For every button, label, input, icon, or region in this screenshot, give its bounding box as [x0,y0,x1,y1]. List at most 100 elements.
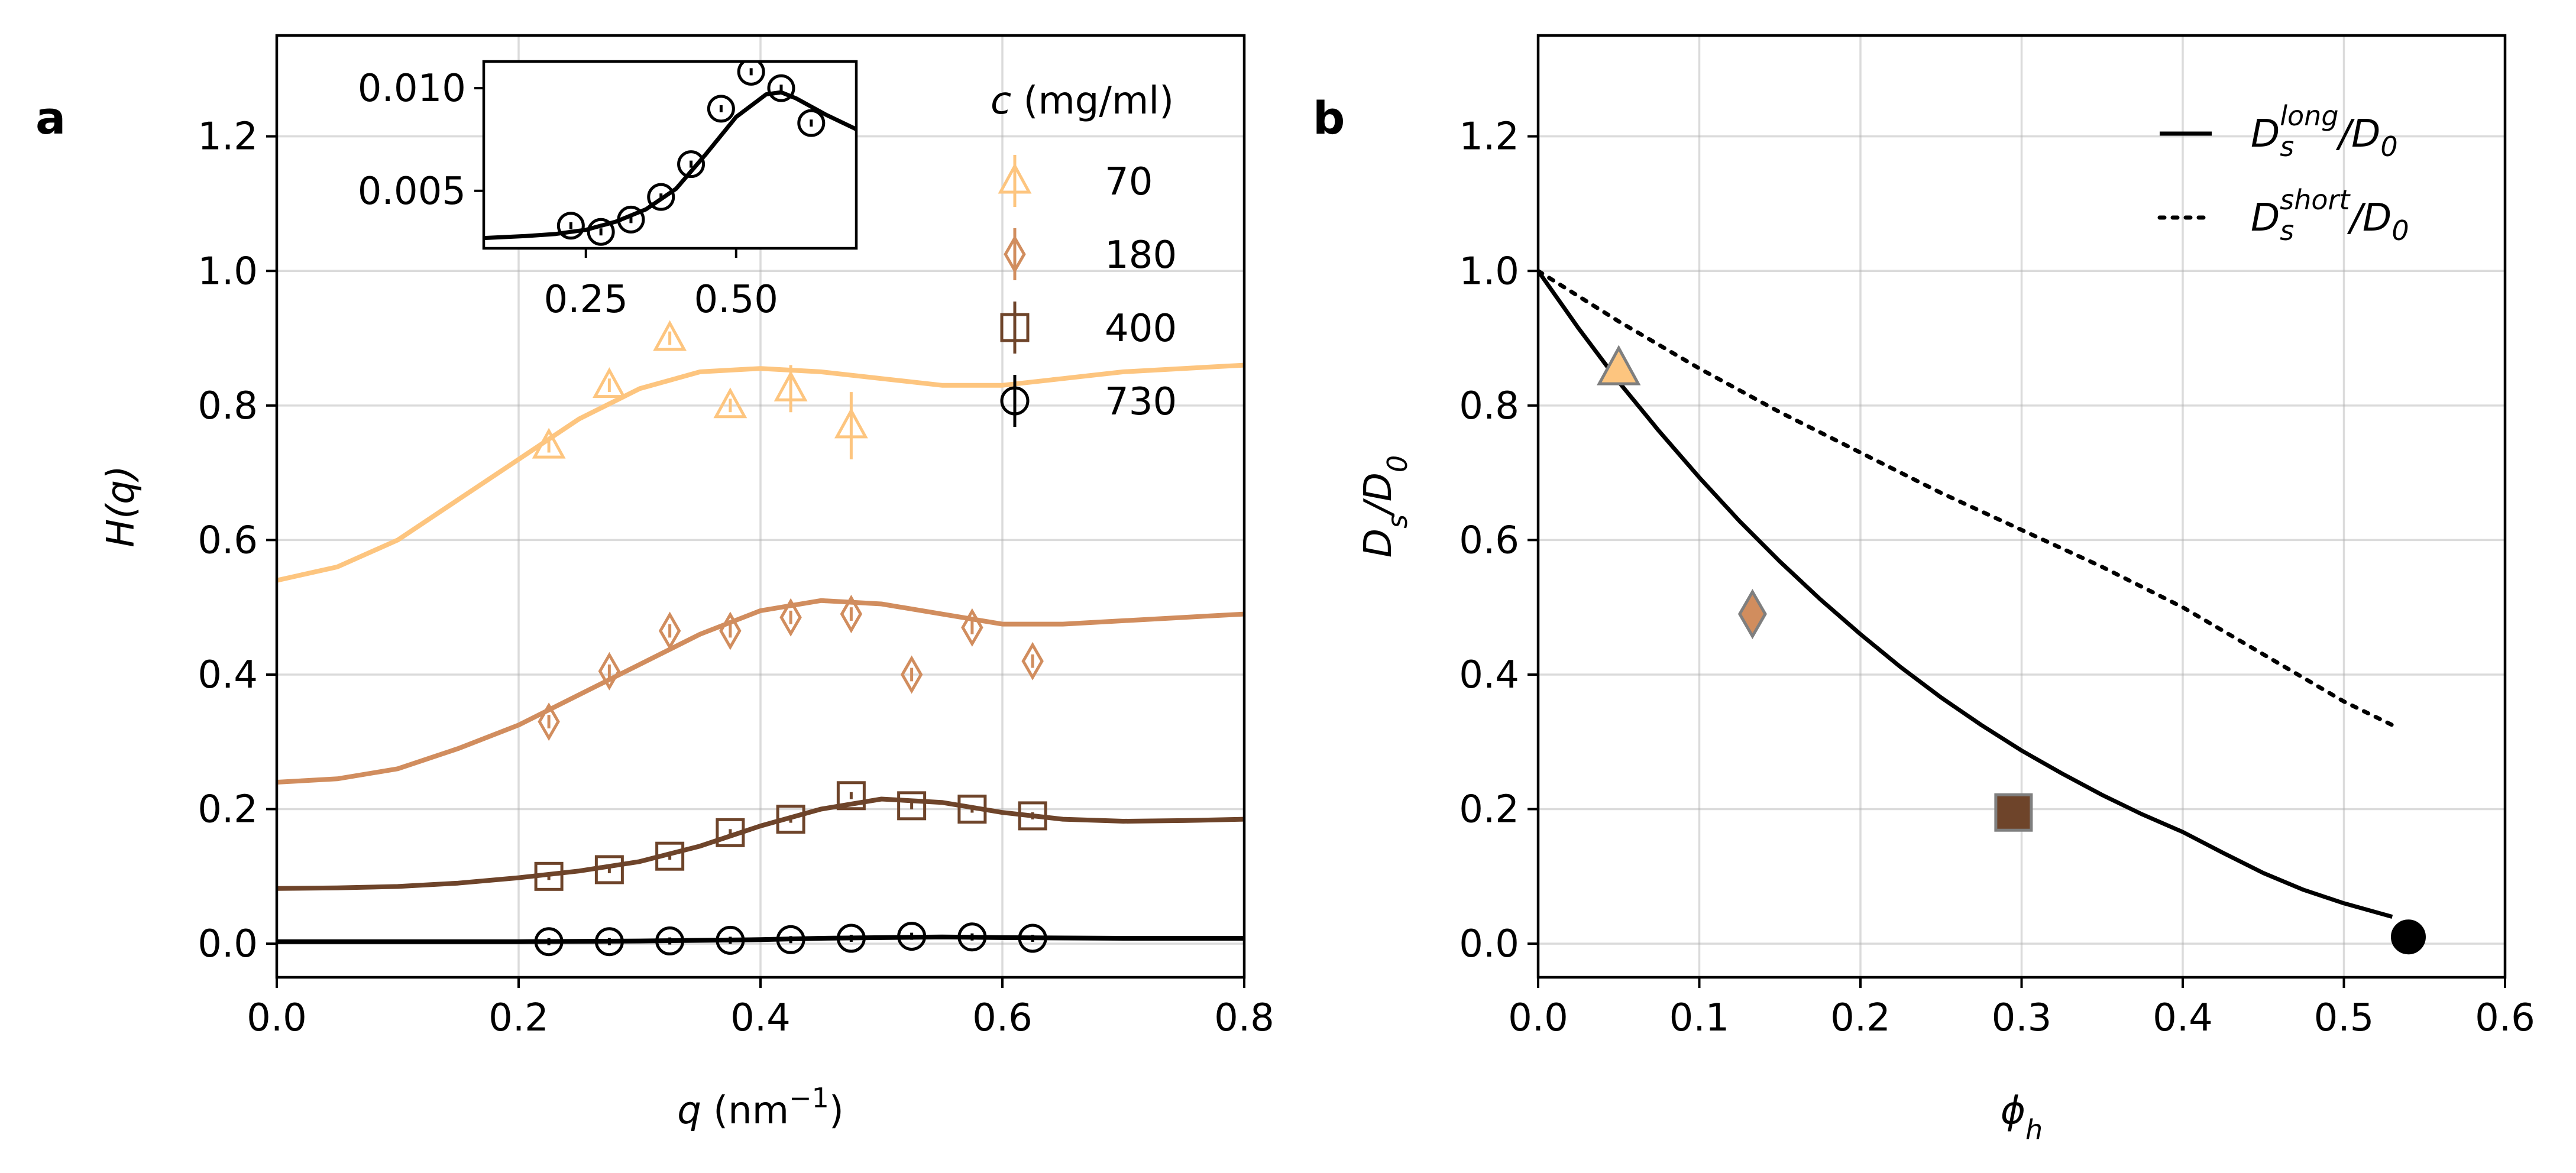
panel-a-point-730-6 [897,922,927,951]
panel-a-point-180-1 [598,652,621,691]
panel-a-inset-x-tick-label-1: 0.50 [694,278,779,322]
panel-a-legend-marker-400 [1000,313,1030,342]
panel-a-x-tick-label-4: 0.8 [1214,996,1274,1040]
panel-b-y-tick-label-5: 1.0 [1459,249,1519,293]
panel-b-marker-400 [1994,793,2033,832]
panel-b-x-tick-label-5: 0.5 [2314,996,2374,1040]
panel-b-x-tick-label-3: 0.3 [1992,996,2052,1040]
panel-a-legend-marker-70 [998,163,1032,194]
panel-b: 0.0 0.1 0.2 0.3 0.4 0.5 0.6 0.0 0.2 0.4 0.6 0.8 1.0 1… [1313,34,2535,1146]
panel-a-inset-y-tick-label-0: 0.005 [358,170,466,213]
panel-a-point-730-8 [1018,924,1047,953]
panel-a-y-tick-label-5: 1.0 [198,249,258,293]
panel-b-marker-730 [2391,919,2426,955]
panel-a-y-tick-label-3: 0.6 [198,519,258,562]
panel-a-x-tick-label-1: 0.2 [488,996,549,1040]
panel-a-inset-point-4 [677,150,706,179]
panel-a-point-180-7 [961,608,983,647]
panel-a-point-180-2 [658,611,681,650]
panel-a-fit-line-730 [277,934,1244,944]
panel-b-y-tick-label-3: 0.6 [1459,519,1519,562]
panel-b-y-tick-label-4: 0.8 [1459,384,1519,428]
panel-a-point-180-4 [779,598,802,637]
panel-b-x-tick-label-1: 0.1 [1669,996,1730,1040]
panel-a-y-axis-label: H(q) [99,465,143,547]
panel-b-label: b [1313,92,1345,144]
panel-a-point-400-6 [897,791,927,821]
panel-a-point-70-4 [774,370,808,401]
panel-a-point-70-2 [653,320,687,351]
panel-a-y-tick-label-4: 0.8 [198,384,258,428]
panel-b-plot-area [1538,268,2426,955]
panel-a-legend-marker-730 [1000,386,1030,416]
panel-a-inset-point-3 [647,183,675,211]
panel-b-legend-label-short: Dsshort/D0 [2251,184,2409,247]
panel-a-inset-point-6 [737,61,765,86]
panel-b-x-tick-label-2: 0.2 [1830,996,1891,1040]
panel-b-x-axis-label: ϕh [2001,1089,2043,1146]
panel-a-x-tick-label-0: 0.0 [247,996,307,1040]
panel-a-x-tick-label-2: 0.4 [730,996,791,1040]
panel-a-x-tick-label-3: 0.6 [972,996,1033,1040]
panel-b-x-tick-label-4: 0.4 [2153,996,2213,1040]
panel-a-point-730-4 [776,925,805,954]
panel-a-point-730-7 [957,922,987,952]
panel-a-inset-point-1 [587,218,615,246]
panel-a-point-180-0 [538,702,560,741]
panel-a-point-730-1 [594,927,624,957]
panel-a-inset-background [484,61,856,248]
panel-a-inset-point-2 [617,205,645,234]
panel-a-point-400-5 [836,781,866,811]
panel-a-point-400-3 [716,818,745,847]
panel-a-point-70-5 [834,407,868,439]
panel-a-plot-area [277,320,1244,957]
panel-a-x-axis-label: q (nm−1) [677,1082,844,1133]
panel-a-inset-y-tick-label-1: 0.010 [358,67,466,111]
panel-a-point-400-8 [1018,801,1047,831]
panel-a-point-400-7 [957,795,987,824]
panel-b-legend-label-long: Dslong/D0 [2251,100,2398,163]
panel-b-y-tick-label-6: 1.2 [1459,115,1519,159]
panel-a-point-180-3 [719,611,742,650]
panel-a-point-70-0 [532,427,566,459]
panel-a-legend-title: c (mg/ml) [991,79,1174,123]
panel-a-fit-line-180 [277,598,1244,785]
panel-b-long-time-line [1538,270,2393,919]
panel-a-y-tick-label-6: 1.2 [198,115,258,159]
panel-a-point-180-5 [840,595,863,634]
panel-a-legend-label-730: 730 [1105,380,1177,424]
panel-a-point-730-2 [655,926,685,956]
panel-b-frame [1536,34,2507,979]
panel-a-legend-label-180: 180 [1105,234,1177,277]
panel-a-point-400-0 [534,861,564,891]
panel-a-inset-point-7 [767,74,795,102]
panel-b-x-tick-label-6: 0.6 [2475,996,2535,1040]
panel-a-inset: 0.25 0.50 0.005 0.010 [358,60,858,322]
panel-a-y-tick-label-1: 0.2 [198,788,258,832]
panel-a-legend-label-400: 400 [1105,307,1177,351]
panel-a-point-180-8 [1021,641,1044,681]
panel-b-legend: Dslong/D0 Dsshort/D0 [2157,100,2409,247]
panel-a-point-730-3 [716,925,745,955]
panel-b-short-time-line [1538,268,2394,727]
panel-a-frame [275,34,1246,979]
panel-a-legend-label-70: 70 [1105,160,1153,204]
panel-a-point-70-1 [592,367,626,398]
panel-a: 0.0 0.2 0.4 0.6 0.8 0.0 0.2 0.4 0.6 0.8 1.0 1.2 a q (… [35,34,1274,1133]
panel-a-inset-plot-area [484,61,856,246]
panel-b-y-axis-label: Ds/D0 [1357,455,1413,558]
panel-b-y-tick-label-2: 0.4 [1459,653,1519,697]
panel-a-inset-frame [482,60,858,250]
panel-a-inset-point-0 [556,212,585,240]
panel-a-legend-marker-180 [1004,235,1026,274]
panel-a-point-400-4 [776,805,805,834]
panel-b-x-tick-label-0: 0.0 [1508,996,1568,1040]
panel-b-marker-180 [1737,589,1767,640]
panel-a-y-tick-label-2: 0.4 [198,653,258,697]
panel-a-fit-line-400 [277,796,1244,891]
panel-a-y-tick-label-0: 0.0 [198,922,258,966]
panel-a-point-730-0 [534,927,564,957]
panel-a-point-180-6 [900,655,923,694]
panel-a-inset-point-5 [707,95,735,123]
